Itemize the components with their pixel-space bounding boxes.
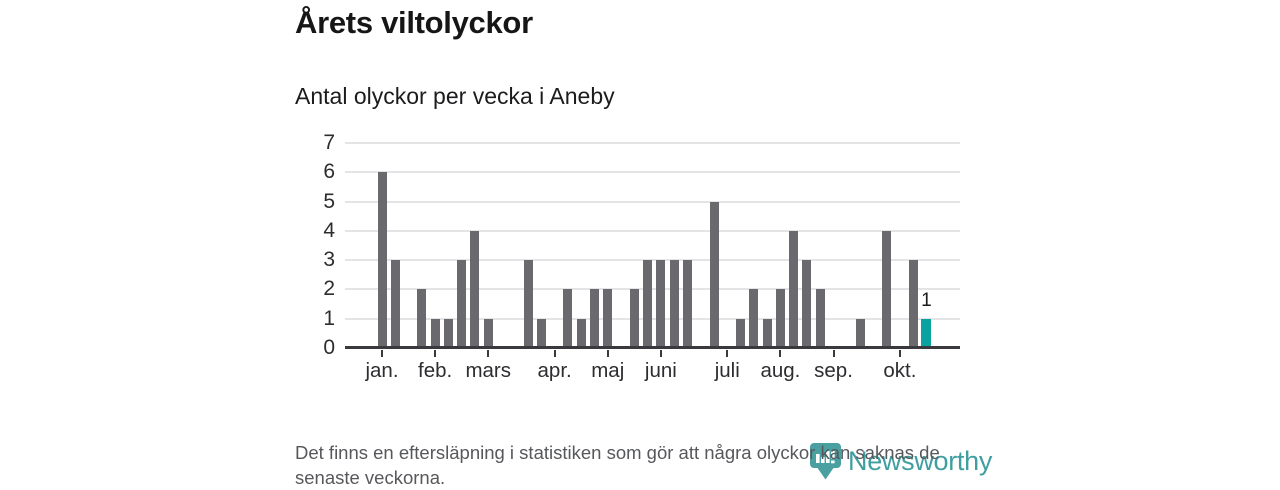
x-axis-month-label: apr. (537, 359, 572, 382)
x-axis-tick (434, 350, 437, 357)
bar (457, 260, 467, 348)
bar (736, 318, 746, 348)
bar (762, 318, 772, 348)
gridline (345, 142, 960, 144)
x-axis-tick (832, 350, 835, 357)
x-axis-tick (898, 350, 901, 357)
gridline (345, 317, 960, 320)
bar (563, 289, 573, 348)
gridline (345, 171, 960, 174)
x-axis-month-label: juli (714, 359, 740, 382)
bar (643, 260, 653, 348)
bar (483, 318, 493, 348)
bar (629, 289, 639, 348)
bar (855, 318, 865, 348)
bar-chart-plot-area: 0 1 2 3 4 5 6 7 1 jan. feb. mars apr. maj juni juli aug.… (323, 132, 960, 382)
x-axis-month-label: maj (591, 359, 625, 382)
y-axis-tick-label: 3 (323, 248, 335, 272)
infographic-canvas: Årets viltolyckor Antal olyckor per veck… (295, 5, 993, 488)
x-axis-month-label: sep. (814, 359, 853, 382)
chart-subtitle: Antal olyckor per vecka i Aneby (295, 83, 615, 109)
y-axis-tick-label: 0 (323, 336, 335, 359)
x-axis-tick (381, 350, 383, 357)
y-axis-tick-label: 7 (323, 131, 335, 154)
x-axis-tick (726, 350, 729, 357)
bar (589, 289, 599, 348)
x-axis-month-label: feb. (418, 359, 453, 382)
bar (709, 201, 719, 348)
bar (576, 318, 586, 348)
page-title: Årets viltolyckor (295, 5, 533, 40)
x-axis-month-label: juni (644, 359, 677, 382)
bar (908, 260, 918, 348)
x-axis-month-label: aug. (760, 359, 801, 382)
x-axis-month-label: jan. (365, 359, 399, 382)
x-axis-tick (487, 350, 490, 357)
bar (443, 318, 453, 348)
bar (882, 230, 892, 348)
highlight-value-label: 1 (921, 289, 932, 311)
bar (390, 260, 400, 348)
bar (523, 260, 533, 348)
gridline (345, 259, 960, 262)
bar (682, 260, 692, 348)
bar (417, 289, 427, 348)
bar (656, 260, 666, 348)
y-axis-tick-label: 2 (323, 277, 335, 301)
bar (377, 172, 387, 348)
x-axis-tick (606, 350, 609, 357)
bar (470, 230, 480, 348)
bar (815, 289, 825, 348)
bar (669, 260, 679, 348)
x-axis-tick (659, 350, 662, 357)
newsworthy-barchart-pin-icon (810, 443, 841, 485)
x-axis-baseline (345, 346, 960, 349)
x-axis-month-label: okt. (883, 359, 917, 382)
bar (603, 289, 613, 348)
y-axis-tick-label: 1 (323, 306, 335, 330)
bar (749, 289, 759, 348)
bar (775, 289, 785, 348)
bar (789, 230, 799, 348)
gridline (345, 200, 960, 203)
bar (430, 318, 440, 348)
y-axis-tick-label: 5 (323, 189, 335, 213)
x-axis-tick (553, 350, 556, 357)
x-axis-month-label: mars (465, 359, 512, 382)
gridline (345, 229, 960, 232)
x-axis-tick (779, 350, 782, 357)
newsworthy-logo: Newsworthy (810, 443, 992, 485)
bar (802, 260, 812, 348)
y-axis-tick-label: 6 (323, 160, 335, 184)
bar (536, 318, 546, 348)
footnote-text: Det finns en eftersläpning i statistiken… (295, 442, 940, 488)
newsworthy-logo-text: Newsworthy (848, 446, 993, 476)
bar-current-week (921, 318, 932, 348)
gridline (345, 288, 960, 291)
y-axis-tick-label: 4 (323, 218, 335, 242)
